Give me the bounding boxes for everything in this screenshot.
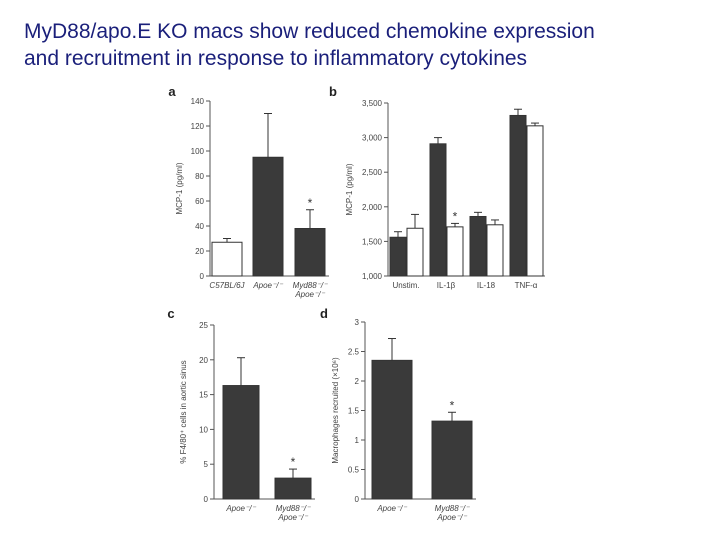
bar: [486, 224, 504, 277]
bar: [446, 226, 464, 277]
panel-letter-c: c: [167, 306, 174, 321]
y-tick-label: 2.5: [348, 348, 360, 357]
bar: [294, 228, 326, 277]
bar: [389, 236, 407, 277]
x-tick-label: Apoe⁻/⁻: [376, 504, 407, 513]
y-tick-label: 100: [191, 147, 205, 156]
y-tick-label: 3,000: [362, 134, 383, 143]
significance-marker: *: [291, 455, 296, 469]
slide-title: MyD88/apo.E KO macs show reduced chemoki…: [24, 18, 714, 72]
slide-title-line-2: and recruitment in response to inflammat…: [24, 47, 528, 70]
y-tick-label: 5: [204, 460, 209, 469]
panel-letter-b: b: [329, 84, 337, 99]
chart-panel-a: a 0 20 40 60 80 100 120 140 MCP-1 (pg/ml) C57BL/6J…: [168, 84, 329, 299]
bar: [211, 241, 243, 277]
y-tick-label: 2,000: [362, 203, 383, 212]
slide-title-line-1: MyD88/apo.E KO macs show reduced chemoki…: [24, 20, 595, 43]
y-tick-label: 0.5: [348, 466, 360, 475]
x-tick-label: Myd88⁻/⁻: [293, 281, 328, 290]
bar: [274, 477, 312, 500]
y-tick-label: 140: [191, 97, 205, 106]
bar: [371, 359, 413, 500]
y-tick-label: 20: [199, 356, 208, 365]
chart-panel-b: b 1,000 1,500 2,000 2,500 3,000 3,500 MCP-1 (pg…: [329, 84, 545, 290]
x-tick-label: IL-1β: [437, 281, 456, 290]
bar: [509, 114, 527, 277]
bar: [469, 215, 487, 277]
bar: [406, 227, 424, 277]
y-tick-label: 80: [195, 172, 204, 181]
x-tick-label: C57BL/6J: [209, 281, 245, 290]
y-tick-label: 1,000: [362, 272, 383, 281]
y-tick-label: 0: [200, 272, 205, 281]
x-tick-label: IL-18: [477, 281, 496, 290]
y-axis-label: Macrophages recruited (×10⁶): [331, 357, 340, 464]
y-tick-label: 20: [195, 247, 204, 256]
significance-marker: *: [450, 398, 455, 412]
y-tick-label: 3: [355, 318, 360, 327]
y-axis-label: % F4/80⁺ cells in aortic sinus: [179, 360, 188, 463]
bar: [429, 143, 447, 277]
y-tick-label: 60: [195, 197, 204, 206]
y-tick-label: 120: [191, 122, 205, 131]
y-tick-label: 1.5: [348, 407, 360, 416]
y-tick-label: 10: [199, 425, 208, 434]
chart-panel-d: d 0 0.5 1 1.5 2 2.5 3 Macrophages recruited (×10…: [320, 306, 476, 522]
y-tick-label: 1,500: [362, 237, 383, 246]
x-tick-label: Unstim.: [392, 281, 419, 290]
y-tick-label: 40: [195, 222, 204, 231]
panel-letter-d: d: [320, 306, 328, 321]
y-tick-label: 3,500: [362, 99, 383, 108]
y-tick-label: 2: [355, 377, 360, 386]
x-tick-label: Myd88⁻/⁻: [435, 504, 470, 513]
x-tick-label: TNF-α: [515, 281, 538, 290]
y-tick-label: 15: [199, 391, 208, 400]
significance-marker: *: [453, 209, 458, 223]
bar: [222, 385, 260, 500]
y-axis-label: MCP-1 (pg/ml): [175, 162, 184, 214]
y-tick-label: 25: [199, 321, 208, 330]
panel-letter-a: a: [168, 84, 176, 99]
y-tick-label: 0: [355, 495, 360, 504]
x-tick-label: Apoe⁻/⁻: [252, 281, 283, 290]
y-tick-label: 1: [355, 436, 360, 445]
y-tick-label: 0: [204, 495, 209, 504]
bar: [431, 420, 473, 500]
y-tick-label: 2,500: [362, 168, 383, 177]
significance-marker: *: [308, 196, 313, 210]
chart-panel-c: c 0 5 10 15 20 25 % F4/80⁺ cells in aortic sinu…: [167, 306, 315, 522]
x-tick-label: Apoe⁻/⁻: [225, 504, 256, 513]
x-tick-label-line-2: Apoe⁻/⁻: [294, 290, 325, 299]
x-tick-label: Myd88⁻/⁻: [276, 504, 311, 513]
bar: [252, 156, 284, 277]
y-axis-label: MCP-1 (pg/ml): [345, 163, 354, 215]
x-tick-label-line-2: Apoe⁻/⁻: [436, 513, 467, 522]
x-tick-label-line-2: Apoe⁻/⁻: [277, 513, 308, 522]
bar: [526, 125, 544, 277]
